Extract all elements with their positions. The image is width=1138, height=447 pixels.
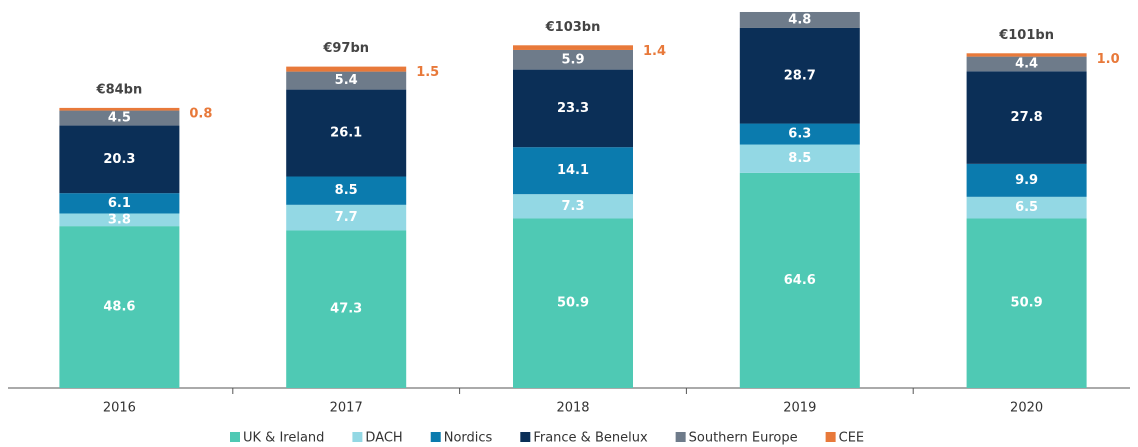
data-label: 7.7 xyxy=(335,210,358,225)
bar-segment xyxy=(286,89,407,177)
bar-segment xyxy=(513,45,633,50)
x-tick-label: 2018 xyxy=(556,401,589,416)
bar-segment xyxy=(739,11,860,28)
bar-segment xyxy=(966,163,1087,197)
data-label: 23.3 xyxy=(557,101,589,116)
bar-segment xyxy=(966,56,1087,72)
bar-segment xyxy=(286,71,407,90)
data-label: 6.3 xyxy=(788,127,811,142)
legend-swatch xyxy=(352,432,363,442)
legend-swatch xyxy=(230,432,240,442)
legend-label: DACH xyxy=(365,431,402,446)
data-label: 3.8 xyxy=(108,212,131,227)
bar-segment xyxy=(59,110,180,126)
data-label: 14.1 xyxy=(557,163,589,178)
x-tick-label: 2016 xyxy=(103,401,136,416)
legend-swatch xyxy=(430,432,441,442)
x-tick-label: 2020 xyxy=(1010,401,1043,416)
bar-segment xyxy=(59,193,180,214)
bar-segment xyxy=(513,69,633,148)
bar-segment xyxy=(59,213,180,227)
total-label: €101bn xyxy=(998,28,1054,43)
data-label: 9.9 xyxy=(1015,173,1038,188)
data-label: 6.5 xyxy=(1015,200,1038,215)
bar-segment xyxy=(286,204,407,231)
data-label: 8.5 xyxy=(335,183,358,198)
total-label: €84bn xyxy=(96,82,143,97)
data-label: 28.7 xyxy=(784,68,816,83)
bar-segment xyxy=(513,147,633,195)
bar-segment xyxy=(739,144,860,173)
total-label: €97bn xyxy=(322,41,369,56)
bar-segment xyxy=(966,53,1087,57)
legend-label: CEE xyxy=(839,431,865,446)
bar-segment xyxy=(739,172,860,388)
data-label: 1.5 xyxy=(416,65,439,80)
data-label: 47.3 xyxy=(330,302,362,317)
data-label: 64.6 xyxy=(784,273,816,288)
bar-segment xyxy=(966,71,1087,164)
bar-segment xyxy=(966,218,1087,388)
data-label: 50.9 xyxy=(557,296,589,311)
bar-segment xyxy=(513,218,633,388)
data-label: 20.3 xyxy=(103,152,135,167)
bar-segment xyxy=(286,176,407,205)
total-label: €103bn xyxy=(545,20,601,35)
data-label: 27.8 xyxy=(1011,110,1043,125)
x-tick-label: 2017 xyxy=(330,401,363,416)
legend-label: UK & Ireland xyxy=(243,431,324,446)
legend-label: France & Benelux xyxy=(533,431,648,446)
data-label: 5.9 xyxy=(561,52,584,67)
data-label: 5.4 xyxy=(335,73,358,88)
data-label: 26.1 xyxy=(330,126,362,141)
data-label: 48.6 xyxy=(103,300,135,315)
data-label: 6.1 xyxy=(108,196,131,211)
data-label: 4.5 xyxy=(108,111,131,126)
data-label: 4.4 xyxy=(1015,56,1038,71)
bar-segment xyxy=(513,194,633,219)
data-label: 1.4 xyxy=(643,44,666,59)
data-label: 0.8 xyxy=(189,106,212,121)
legend-swatch xyxy=(520,432,531,442)
data-label: 50.9 xyxy=(1011,296,1043,311)
data-label: 7.3 xyxy=(561,199,584,214)
bar-segment xyxy=(966,196,1087,219)
bar-segment xyxy=(286,230,407,388)
legend-label: Nordics xyxy=(444,431,493,446)
bar-segment xyxy=(739,27,860,124)
bar-segment xyxy=(513,49,633,70)
legend-label: Southern Europe xyxy=(689,431,798,446)
bar-segment xyxy=(59,226,180,388)
x-tick-label: 2019 xyxy=(783,401,816,416)
bar-segment xyxy=(59,107,180,111)
bar-segment xyxy=(59,125,180,194)
bar-segment xyxy=(286,66,407,72)
legend-swatch xyxy=(825,432,836,442)
data-label: 4.8 xyxy=(788,12,811,27)
data-label: 8.5 xyxy=(788,151,811,166)
bar-segment xyxy=(739,123,860,145)
legend-swatch xyxy=(675,432,686,442)
data-label: 1.0 xyxy=(1097,52,1120,67)
